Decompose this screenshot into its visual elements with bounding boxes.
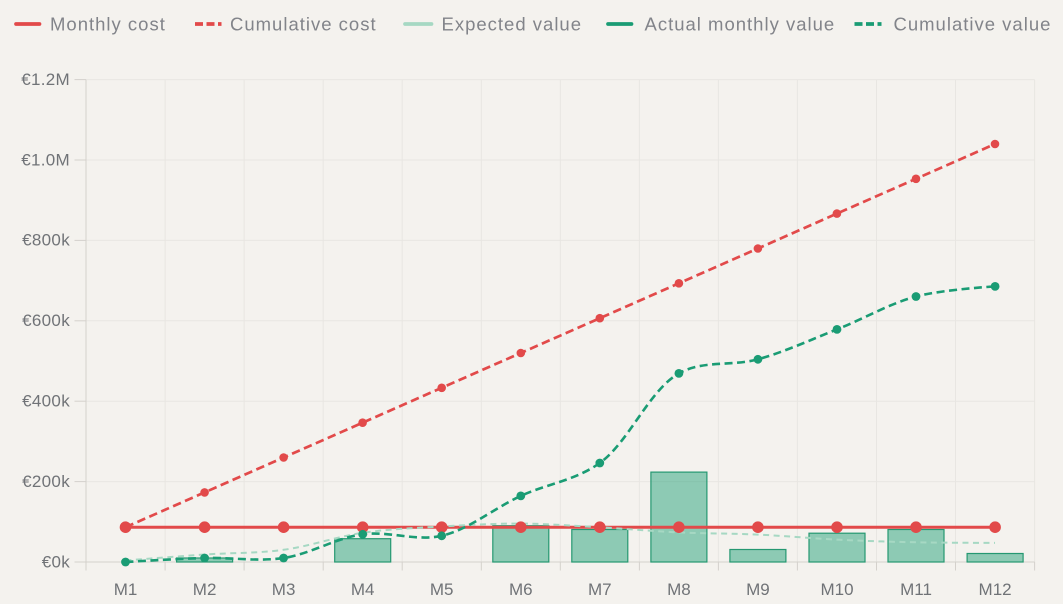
svg-text:€0k: €0k <box>42 552 71 571</box>
svg-text:M2: M2 <box>193 580 217 599</box>
svg-text:€400k: €400k <box>22 392 70 411</box>
svg-text:Monthly cost: Monthly cost <box>50 14 166 35</box>
svg-text:M12: M12 <box>979 580 1012 599</box>
svg-text:M1: M1 <box>114 580 138 599</box>
svg-text:€200k: €200k <box>22 472 70 491</box>
svg-text:M10: M10 <box>820 580 853 599</box>
svg-text:M4: M4 <box>351 580 375 599</box>
svg-text:M8: M8 <box>667 580 691 599</box>
svg-text:€800k: €800k <box>22 231 70 250</box>
svg-text:€1.0M: €1.0M <box>21 150 70 169</box>
svg-text:M7: M7 <box>588 580 612 599</box>
svg-text:€600k: €600k <box>22 311 70 330</box>
svg-text:Expected value: Expected value <box>442 14 583 35</box>
svg-text:M11: M11 <box>900 580 932 599</box>
svg-text:M5: M5 <box>430 580 454 599</box>
svg-text:Cumulative value: Cumulative value <box>894 14 1052 35</box>
svg-text:M9: M9 <box>746 580 770 599</box>
svg-text:Actual monthly value: Actual monthly value <box>645 14 836 35</box>
svg-text:Cumulative cost: Cumulative cost <box>230 14 377 35</box>
svg-text:M6: M6 <box>509 580 533 599</box>
svg-text:€1.2M: €1.2M <box>21 70 70 89</box>
svg-text:M3: M3 <box>272 580 296 599</box>
